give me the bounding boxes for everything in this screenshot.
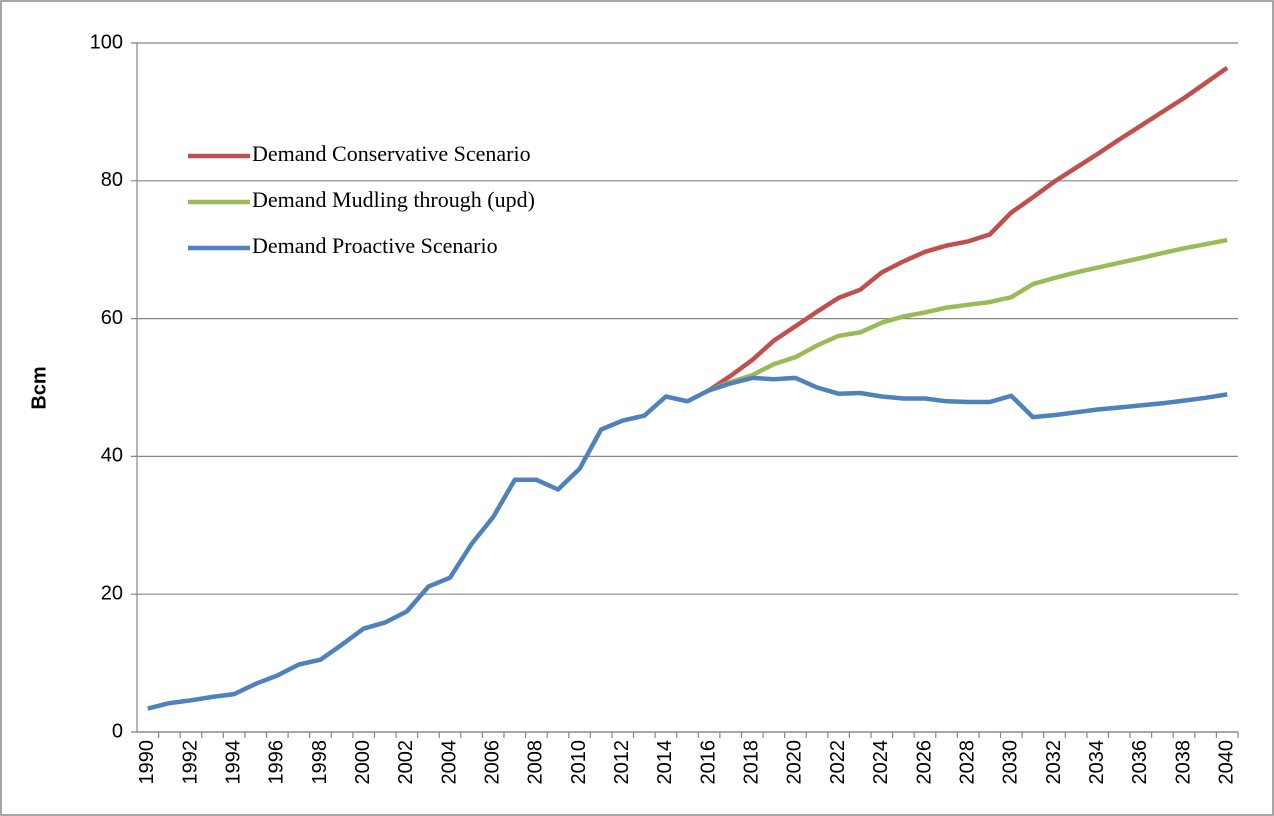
legend-label: Demand Mudling through (upd) [252,187,535,212]
legend-label: Demand Proactive Scenario [252,233,498,258]
y-axis-label: Bcm [28,366,50,409]
x-tick-label: 2034 [1086,740,1108,785]
y-tick-label: 20 [101,582,123,604]
x-tick-label: 2000 [352,740,374,785]
x-tick-label: 2036 [1129,740,1151,785]
x-tick-label: 2020 [784,740,806,785]
series-line [147,375,1228,711]
x-tick-label: 1996 [266,740,288,785]
x-tick-label: 2022 [827,740,849,785]
x-tick-label: 2024 [870,740,892,785]
x-tick-label: 2032 [1043,740,1065,785]
x-tick-label: 2010 [568,740,590,785]
x-tick-label: 2008 [525,740,547,785]
y-tick-label: 100 [90,31,123,53]
y-tick-label: 60 [101,307,123,329]
x-tick-label: 2030 [1000,740,1022,785]
x-tick-label: 1994 [222,740,244,785]
x-tick-label: 2028 [956,740,978,785]
legend-label: Demand Conservative Scenario [252,141,531,166]
y-tick-label: 0 [112,720,123,742]
x-tick-label: 2012 [611,740,633,785]
x-tick-label: 2004 [438,740,460,785]
x-tick-label: 2040 [1215,740,1237,785]
x-tick-label: 1990 [136,740,158,785]
x-tick-label: 2006 [481,740,503,785]
series-line [708,237,1228,393]
x-tick-label: 2014 [654,740,676,785]
y-tick-label: 40 [101,445,123,467]
y-tick-label: 80 [101,169,123,191]
x-tick-label: 2002 [395,740,417,785]
x-tick-label: 2016 [697,740,719,785]
x-tick-label: 1992 [179,740,201,785]
series-line [707,65,1229,393]
x-tick-label: 1998 [309,740,331,785]
x-tick-label: 2026 [913,740,935,785]
x-tick-label: 2018 [741,740,763,785]
x-tick-label: 2038 [1172,740,1194,785]
